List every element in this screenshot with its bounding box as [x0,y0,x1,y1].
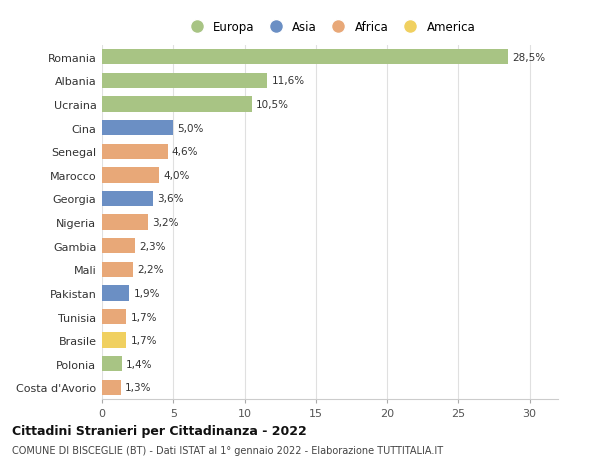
Text: 1,7%: 1,7% [131,312,157,322]
Text: COMUNE DI BISCEGLIE (BT) - Dati ISTAT al 1° gennaio 2022 - Elaborazione TUTTITAL: COMUNE DI BISCEGLIE (BT) - Dati ISTAT al… [12,446,443,455]
Text: 3,6%: 3,6% [158,194,184,204]
Text: 1,4%: 1,4% [126,359,153,369]
Bar [102,285,129,301]
Text: 11,6%: 11,6% [272,76,305,86]
Text: 4,0%: 4,0% [163,170,190,180]
Bar [102,356,122,372]
Bar [102,215,148,230]
Bar [102,168,159,183]
Text: 1,7%: 1,7% [131,336,157,346]
Text: 4,6%: 4,6% [172,147,199,157]
Bar [102,380,121,395]
Text: 2,2%: 2,2% [137,265,164,275]
Text: 10,5%: 10,5% [256,100,289,110]
Bar [102,50,508,65]
Bar [102,333,126,348]
Text: Cittadini Stranieri per Cittadinanza - 2022: Cittadini Stranieri per Cittadinanza - 2… [12,424,307,437]
Bar [102,144,167,160]
Bar [102,121,173,136]
Text: 1,3%: 1,3% [125,382,151,392]
Text: 28,5%: 28,5% [512,53,545,63]
Bar [102,73,268,89]
Text: 5,0%: 5,0% [178,123,204,134]
Legend: Europa, Asia, Africa, America: Europa, Asia, Africa, America [180,17,480,39]
Text: 3,2%: 3,2% [152,218,178,228]
Bar [102,262,133,277]
Bar [102,191,154,207]
Text: 1,9%: 1,9% [133,288,160,298]
Text: 2,3%: 2,3% [139,241,166,251]
Bar [102,97,251,112]
Bar [102,309,126,325]
Bar [102,239,135,254]
